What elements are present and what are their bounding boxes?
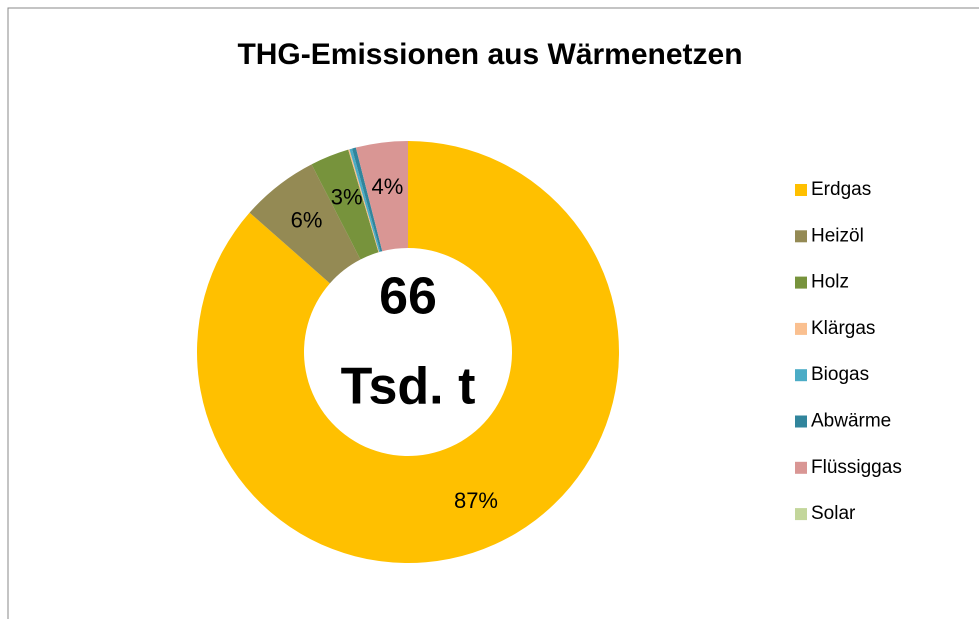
donut-slice: [249, 164, 361, 284]
donut-slice: [197, 141, 620, 563]
legend-label: Erdgas: [811, 179, 871, 200]
chart-title: THG-Emissionen aus Wärmenetzen: [237, 38, 742, 71]
legend-label: Solar: [811, 503, 856, 524]
legend-swatch: [795, 369, 807, 382]
legend-label: Heizöl: [811, 225, 864, 246]
donut-slice: [348, 149, 380, 253]
center-label: 66: [379, 268, 437, 326]
donut-slice: [352, 147, 383, 252]
legend-swatch: [795, 461, 807, 474]
legend-label: Abwärme: [811, 411, 891, 432]
donut-slice: [311, 149, 379, 260]
legend-swatch: [795, 184, 807, 196]
legend-swatch: [795, 230, 807, 243]
legend-label: Klärgas: [811, 318, 875, 339]
legend-swatch: [795, 276, 807, 289]
data-label: 4%: [372, 174, 404, 199]
legend-swatch: [795, 322, 807, 335]
data-label: 3%: [331, 185, 363, 210]
data-label: 6%: [291, 208, 323, 233]
donut-slice: [355, 141, 408, 252]
legend-label: Flüssiggas: [811, 457, 902, 478]
legend-swatch: [795, 508, 807, 521]
donut-slice: [349, 148, 381, 253]
data-label: 87%: [454, 488, 498, 513]
legend-label: Holz: [811, 272, 849, 293]
center-label: Tsd. t: [341, 358, 476, 416]
chart-frame: [7, 7, 979, 619]
legend-label: Biogas: [811, 364, 869, 385]
legend-swatch: [795, 415, 807, 428]
